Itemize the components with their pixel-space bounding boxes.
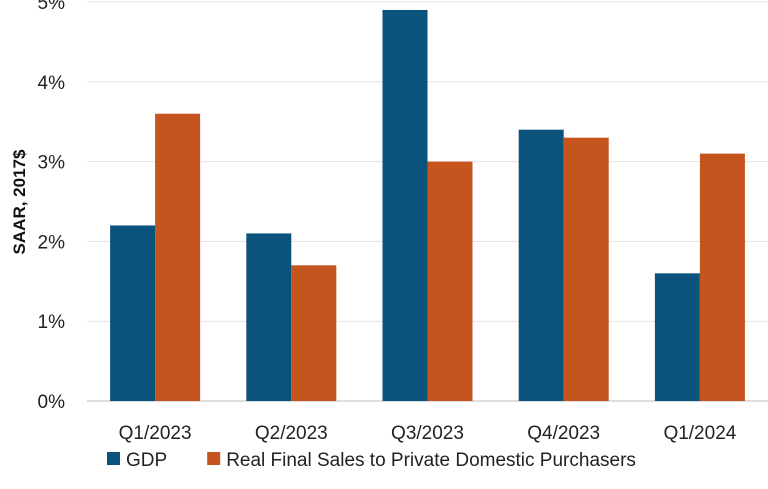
- y-tick-label: 0%: [38, 392, 66, 413]
- bar: [382, 9, 428, 401]
- legend: GDP Real Final Sales to Private Domestic …: [107, 450, 636, 471]
- legend-swatch: [207, 452, 221, 465]
- bar: [654, 273, 700, 401]
- bar: [110, 225, 156, 401]
- x-tick-label: Q3/2023: [391, 423, 464, 444]
- y-tick-label: 3%: [38, 153, 66, 174]
- legend-label: Real Final Sales to Private Domestic Pur…: [226, 450, 636, 471]
- y-axis-label: SAAR, 2017$: [10, 149, 29, 254]
- y-axis-ticks: 0% 1% 2% 3% 4% 5%: [38, 0, 66, 413]
- bar: [518, 129, 564, 401]
- bars: [110, 9, 745, 401]
- y-tick-label: 5%: [38, 0, 66, 14]
- x-tick-label: Q2/2023: [255, 423, 328, 444]
- bar: [563, 137, 609, 401]
- y-tick-label: 2%: [38, 232, 66, 253]
- legend-swatch: [107, 452, 120, 465]
- bar: [699, 153, 745, 401]
- bar: [427, 161, 473, 401]
- bar: [291, 265, 337, 401]
- bar: [246, 233, 292, 401]
- x-tick-label: Q1/2023: [119, 423, 192, 444]
- y-tick-label: 4%: [38, 73, 66, 94]
- bar: [155, 113, 201, 401]
- x-tick-label: Q1/2024: [663, 423, 736, 444]
- x-tick-label: Q4/2023: [527, 423, 600, 444]
- y-tick-label: 1%: [38, 312, 66, 333]
- legend-label: GDP: [126, 450, 167, 471]
- x-axis-ticks: Q1/2023 Q2/2023 Q3/2023 Q4/2023 Q1/2024: [119, 423, 737, 444]
